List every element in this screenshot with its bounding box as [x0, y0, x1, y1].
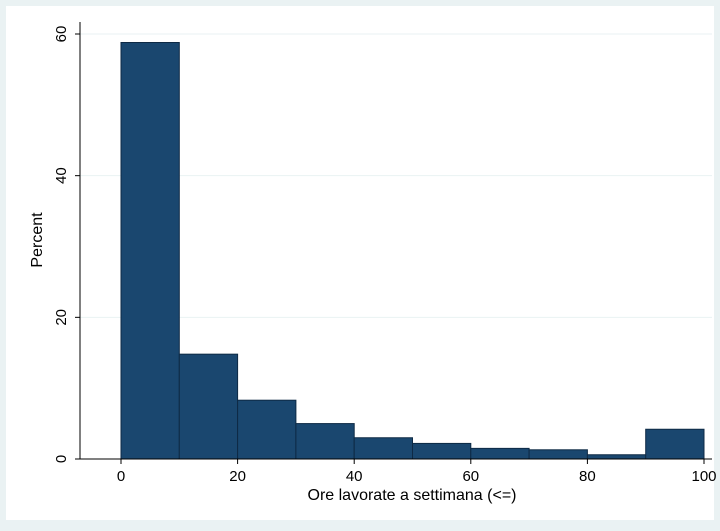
histogram-bar [295, 423, 355, 460]
histogram-bar [528, 449, 588, 460]
x-axis-label: Ore lavorate a settimana (<=) [308, 487, 517, 504]
histogram-bar [237, 399, 297, 460]
y-tick-label: 60 [53, 26, 70, 43]
histogram-bar [178, 353, 239, 460]
bars [120, 42, 705, 460]
histogram-bar [120, 42, 180, 460]
y-axis-label: Percent [29, 212, 46, 268]
histogram-bar [586, 454, 647, 460]
y-tick-label: 40 [53, 167, 70, 184]
x-tick-label: 60 [462, 468, 479, 485]
gridlines [80, 33, 712, 318]
x-tick-label: 20 [229, 468, 246, 485]
axes: 0 20 40 60 0 20 40 60 80 100 [53, 22, 717, 485]
histogram-bar [645, 428, 705, 460]
histogram-bar [470, 447, 530, 460]
histogram-bar [353, 437, 414, 460]
x-tick-label: 100 [691, 468, 716, 485]
y-tick-label: 0 [53, 455, 70, 463]
x-tick-label: 80 [579, 468, 596, 485]
histogram-bar [412, 442, 472, 460]
y-tick-label: 20 [53, 309, 70, 326]
x-tick-label: 0 [117, 468, 125, 485]
x-tick-label: 40 [346, 468, 363, 485]
